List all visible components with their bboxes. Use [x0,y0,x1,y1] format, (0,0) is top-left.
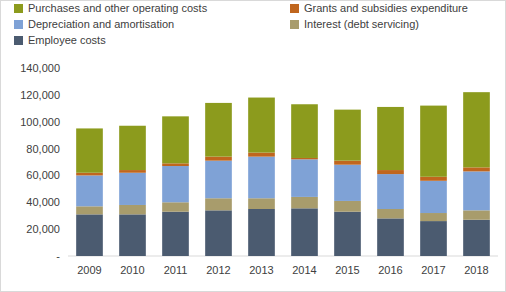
bar-segment [162,116,189,163]
bar-segment [420,181,447,213]
legend-label: Purchases and other operating costs [28,2,208,14]
bar-segment [162,166,189,202]
y-tick-label: 40,000 [26,196,60,208]
y-axis: - 20,000 40,000 60,000 80,000 100,000 120,000 1… [20,62,60,262]
bar-segment [334,165,361,201]
legend-swatch [14,36,23,45]
legend-swatch [14,20,23,29]
legend-swatch [290,4,299,13]
bar-segment [463,171,490,210]
bar-segment [205,157,232,161]
bar-segment [420,106,447,177]
bar-segment [248,209,275,256]
bar-segment [248,153,275,157]
x-tick-label: 2017 [421,264,445,276]
y-tick-label: 100,000 [20,116,60,128]
bar-segment [76,206,103,214]
bar-segment [377,170,404,174]
legend-label: Grants and subsidies expenditure [304,2,468,14]
bar-segment [76,173,103,176]
x-tick-label: 2018 [464,264,488,276]
bar-segment [291,159,318,197]
x-tick-label: 2013 [249,264,273,276]
y-tick-label: - [56,250,60,262]
x-tick-label: 2014 [292,264,316,276]
bar-segment [463,92,490,167]
bar-segment [76,175,103,206]
x-tick-label: 2012 [206,264,230,276]
bar-segment [463,167,490,171]
x-tick-label: 2011 [164,264,188,276]
legend-label: Employee costs [28,34,106,46]
bar-segment [334,161,361,165]
bar-segment [291,208,318,256]
bar-segment [291,158,318,159]
bar-segment [420,177,447,181]
y-tick-label: 140,000 [20,62,60,74]
bar-segment [76,214,103,256]
legend-label: Depreciation and amortisation [28,18,174,30]
bar-segment [377,107,404,170]
legend-label: Interest (debt servicing) [304,18,419,30]
x-tick-label: 2015 [335,264,359,276]
bar-segment [291,104,318,158]
bar-segment [377,174,404,209]
bar-segment [463,210,490,219]
y-tick-label: 60,000 [26,169,60,181]
bar-segment [76,128,103,172]
bar-segment [420,221,447,256]
x-axis: 2009 2010 2011 2012 2013 2014 2015 2016 2017 2018 [77,264,488,276]
bar-segment [463,220,490,256]
bar-segment [334,110,361,161]
bar-segment [334,212,361,256]
bar-segment [119,214,146,256]
bar-segment [119,173,146,205]
legend-swatch [290,20,299,29]
bar-segment [248,98,275,153]
bar-segment [205,198,232,210]
legend: Purchases and other operating costs Grant… [14,2,468,46]
bar-segment [119,170,146,173]
x-tick-label: 2010 [120,264,144,276]
bar-segment [377,218,404,256]
bar-segment [420,213,447,221]
y-tick-label: 120,000 [20,89,60,101]
bar-segment [162,202,189,211]
legend-swatch [14,4,23,13]
chart-frame [1,1,506,292]
x-tick-label: 2016 [378,264,402,276]
chart: Purchases and other operating costs Grant… [0,0,506,292]
bar-segment [205,210,232,256]
bar-segment [248,157,275,199]
y-tick-label: 20,000 [26,223,60,235]
bar-segment [334,201,361,212]
bar-segment [377,209,404,218]
bar-segment [119,205,146,214]
bar-segment [205,103,232,157]
bars [76,92,490,256]
y-tick-label: 80,000 [26,143,60,155]
bar-segment [162,163,189,166]
bar-segment [205,161,232,199]
bar-segment [162,212,189,256]
x-tick-label: 2009 [77,264,101,276]
bar-segment [291,197,318,208]
bar-segment [248,198,275,209]
bar-segment [119,126,146,170]
